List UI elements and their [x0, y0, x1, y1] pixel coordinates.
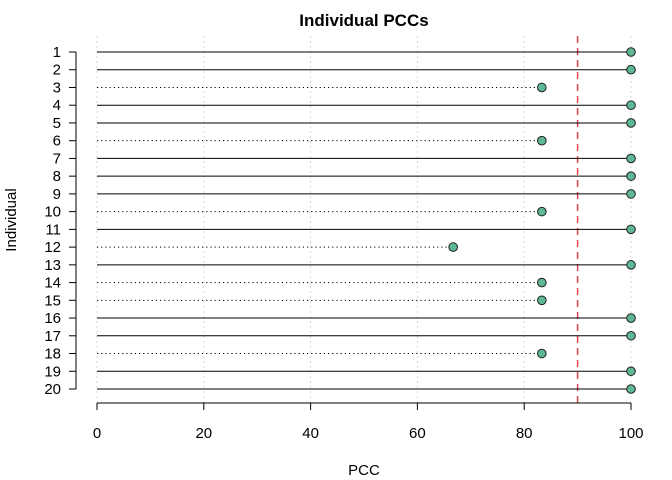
- y-tick-label-19: 19: [44, 363, 61, 380]
- point-18: [537, 348, 547, 359]
- y-tick-label-20: 20: [44, 381, 61, 398]
- point-19: [626, 366, 636, 377]
- x-tick-label-80: 80: [516, 425, 533, 442]
- y-tick-label-12: 12: [44, 239, 61, 256]
- y-tick-label-6: 6: [53, 133, 61, 150]
- y-tick-label-3: 3: [53, 79, 61, 96]
- point-1: [626, 47, 636, 57]
- y-tick-label-2: 2: [53, 62, 61, 79]
- y-tick-label-11: 11: [45, 221, 61, 238]
- row-lines: [97, 51, 631, 390]
- x-tick-label-40: 40: [302, 425, 319, 442]
- x-tick-label-60: 60: [409, 425, 426, 442]
- y-tick-label-15: 15: [44, 292, 61, 309]
- y-tick-label-8: 8: [53, 168, 61, 185]
- point-8: [626, 171, 636, 181]
- point-14: [537, 277, 547, 288]
- y-tick-label-7: 7: [53, 150, 61, 167]
- point-7: [626, 153, 636, 164]
- y-axis-title: Individual: [3, 188, 20, 251]
- x-tick-label-20: 20: [195, 425, 212, 442]
- point-20: [626, 384, 636, 394]
- point-13: [626, 260, 636, 270]
- point-16: [626, 313, 636, 323]
- point-12: [448, 242, 458, 252]
- point-11: [626, 224, 636, 235]
- point-10: [537, 206, 547, 217]
- y-tick-label-14: 14: [44, 275, 61, 292]
- data-points: [448, 47, 636, 394]
- y-tick-label-16: 16: [44, 310, 61, 327]
- point-15: [537, 295, 547, 306]
- y-tick-label-17: 17: [44, 328, 61, 345]
- x-tick-label-100: 100: [618, 425, 643, 442]
- point-4: [626, 100, 636, 111]
- y-tick-label-10: 10: [44, 204, 61, 221]
- point-2: [626, 64, 636, 75]
- point-6: [537, 135, 547, 146]
- x-tick-label-0: 0: [93, 425, 101, 442]
- point-17: [626, 330, 636, 341]
- point-5: [626, 118, 636, 128]
- y-tick-label-5: 5: [53, 115, 61, 132]
- y-tick-label-18: 18: [44, 346, 61, 363]
- grid-lines: [96, 36, 632, 403]
- y-tick-label-1: 1: [53, 44, 61, 61]
- x-axis-title: PCC: [348, 462, 380, 479]
- chart-title: Individual PCCs: [299, 11, 428, 30]
- y-tick-label-13: 13: [44, 257, 61, 274]
- y-tick-label-9: 9: [53, 186, 61, 203]
- axes: 0 20 40 60 80 1001234567891011121314151617181…: [44, 44, 643, 442]
- point-3: [537, 82, 547, 93]
- y-tick-label-4: 4: [53, 97, 61, 114]
- point-9: [626, 189, 636, 199]
